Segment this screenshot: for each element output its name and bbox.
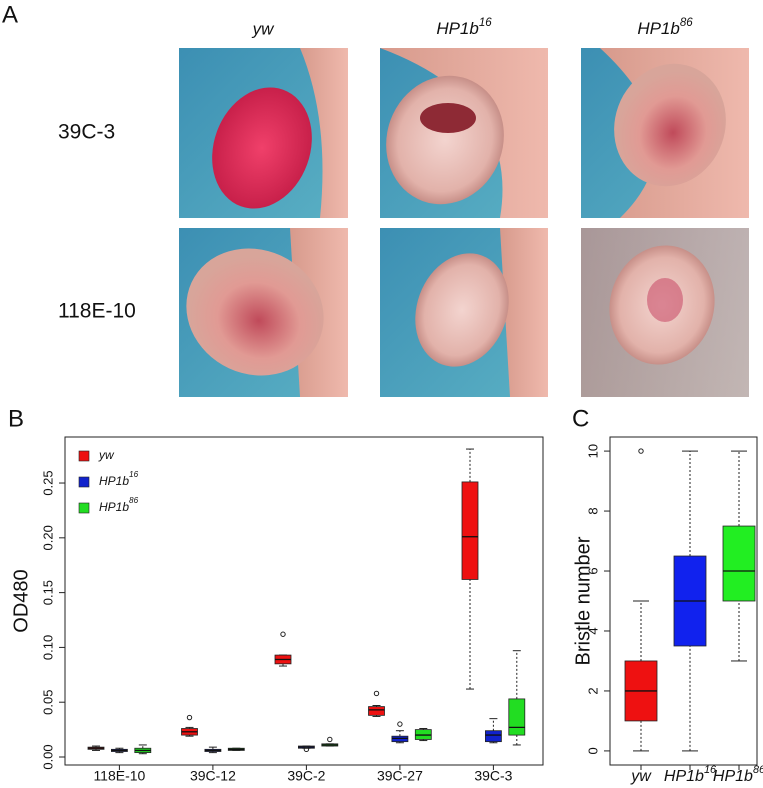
legend-swatch	[78, 450, 90, 462]
y-tick-label: 0.15	[40, 580, 55, 605]
x-tick-label: 39C-12	[190, 768, 236, 784]
outlier	[638, 448, 644, 454]
y-tick-label: 6	[585, 567, 600, 574]
photo	[179, 228, 348, 397]
column-header-base: HP1b	[436, 19, 479, 38]
y-tick-label: 8	[585, 507, 600, 514]
outlier	[373, 690, 380, 697]
x-tick-label: yw	[630, 768, 652, 785]
legend-label-base: HP1b	[99, 500, 129, 514]
legend-swatch	[78, 502, 90, 514]
x-tick-label: 118E-10	[93, 768, 145, 784]
column-header: HP1b86	[637, 17, 693, 38]
legend-label: HP1b86	[99, 496, 139, 514]
x-tick-label-sup: 86	[753, 764, 763, 776]
y-axis-label: OD480	[10, 569, 32, 632]
y-tick-label: 2	[585, 687, 600, 694]
box	[508, 698, 526, 736]
y-tick-label: 0.10	[40, 635, 55, 660]
y-tick-label: 10	[585, 444, 600, 458]
photo	[581, 48, 749, 218]
y-tick-label: 4	[585, 627, 600, 634]
x-tick-label: 39C-27	[377, 768, 423, 784]
panel-label: B	[8, 405, 24, 432]
box	[368, 706, 385, 716]
outlier	[186, 714, 193, 721]
panel-label: C	[572, 405, 589, 432]
x-tick-label: HP1b16	[664, 764, 717, 785]
x-tick-label: 39C-3	[474, 768, 512, 784]
x-tick-label-base: HP1b	[664, 768, 704, 785]
legend-swatch	[78, 476, 90, 488]
x-tick-label: 39C-2	[287, 768, 325, 784]
column-header-base: HP1b	[637, 19, 680, 38]
y-tick-label: 0	[585, 747, 600, 754]
column-header-sup: 86	[680, 17, 693, 29]
outlier	[397, 721, 403, 727]
y-tick-label: 0.00	[40, 744, 55, 769]
x-tick-label-sup: 16	[704, 764, 717, 776]
panel-label: A	[2, 1, 18, 28]
legend-label-sup: 86	[129, 496, 139, 505]
legend-label: yw	[98, 448, 115, 462]
box	[484, 730, 502, 743]
y-tick-label: 0.25	[40, 470, 55, 495]
x-tick-label-base: HP1b	[713, 768, 753, 785]
y-tick-label: 0.05	[40, 690, 55, 715]
column-header: HP1b16	[436, 17, 492, 38]
photo	[179, 48, 348, 218]
photo	[380, 48, 548, 218]
outlier	[303, 746, 310, 753]
row-label: 118E-10	[58, 300, 136, 323]
legend-label-sup: 16	[129, 470, 139, 479]
plot-frame	[64, 436, 544, 766]
legend-label-base: HP1b	[99, 474, 129, 488]
x-tick-label: HP1b86	[713, 764, 763, 785]
y-axis-label: Bristle number	[572, 536, 594, 665]
photo-grid	[179, 48, 749, 397]
photo	[380, 228, 548, 397]
legend-label: HP1b16	[99, 470, 139, 488]
box	[722, 525, 756, 602]
photo	[581, 228, 749, 397]
row-label: 39C-3	[58, 121, 115, 144]
column-header: yw	[252, 19, 276, 38]
outlier	[280, 631, 286, 637]
box	[461, 481, 479, 580]
plot-frame	[609, 436, 758, 766]
column-header-sup: 16	[479, 17, 492, 29]
y-tick-label: 0.20	[40, 525, 55, 550]
outlier	[327, 736, 333, 743]
